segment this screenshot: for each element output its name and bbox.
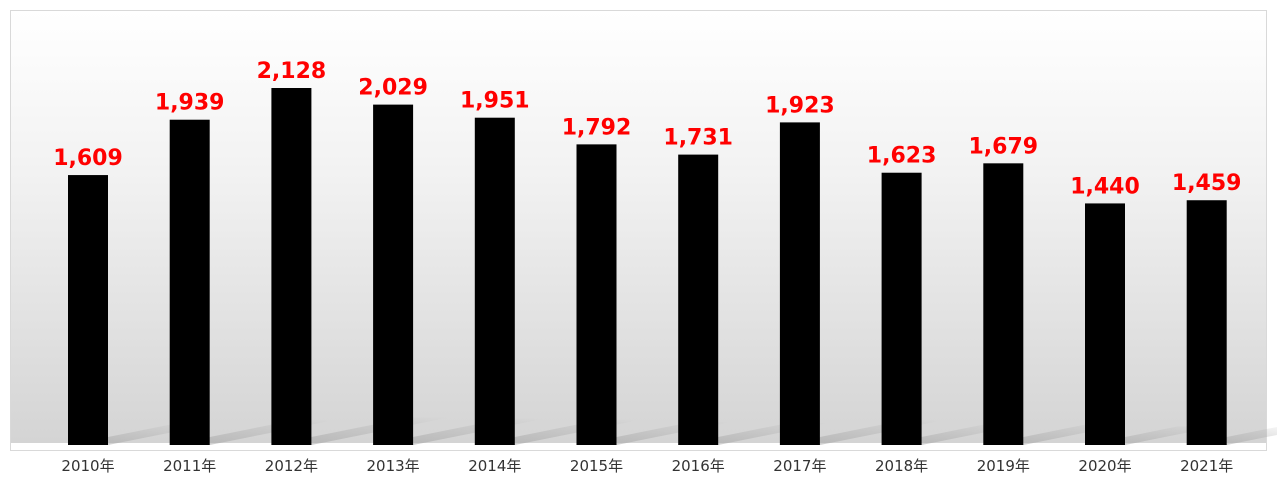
bars-group — [68, 88, 1227, 446]
data-label: 1,623 — [867, 144, 937, 169]
x-tick-label: 2015年 — [570, 457, 623, 475]
bar-2010年 — [68, 175, 108, 445]
data-label: 1,459 — [1172, 171, 1242, 196]
x-tick-label: 2017年 — [773, 457, 826, 475]
x-tick-label: 2016年 — [672, 457, 725, 475]
bar-shadow — [1186, 426, 1277, 445]
bar-2017年 — [779, 122, 820, 445]
x-tick-label: 2020年 — [1078, 457, 1131, 475]
data-labels-group: 1,609 1,939 2,128 2,029 1,951 1,792 1,731 1,923… — [53, 59, 1241, 199]
x-tick-label: 2010年 — [61, 457, 114, 475]
data-label: 1,951 — [460, 89, 530, 114]
data-label: 2,128 — [257, 59, 327, 84]
x-tick-label: 2019年 — [977, 457, 1030, 475]
x-tick-label: 2021年 — [1180, 457, 1233, 475]
data-label: 1,609 — [53, 146, 123, 171]
data-label: 1,731 — [663, 126, 733, 151]
data-label: 1,939 — [155, 91, 225, 116]
bar-2013年 — [373, 104, 414, 445]
data-label: 1,440 — [1070, 174, 1140, 199]
data-label: 2,029 — [358, 76, 428, 101]
data-label: 1,679 — [969, 134, 1039, 159]
data-label: 1,792 — [562, 115, 632, 140]
bar-2020年 — [1085, 203, 1125, 445]
x-tick-label: 2018年 — [875, 457, 928, 475]
plot-area-background — [11, 11, 1266, 443]
bar-2011年 — [169, 119, 210, 445]
bar-2021年 — [1186, 200, 1227, 445]
bar-2014年 — [474, 117, 515, 445]
x-tick-label: 2012年 — [265, 457, 318, 475]
x-tick-label: 2014年 — [468, 457, 521, 475]
x-axis-tick-labels: 2010年 2011年 2012年 2013年 2014年 2015年 2016年 2017年… — [61, 457, 1233, 475]
data-label: 1,923 — [765, 93, 835, 118]
x-tick-label: 2013年 — [367, 457, 420, 475]
bar-2016年 — [678, 154, 719, 445]
bar-2012年 — [271, 88, 312, 445]
x-tick-label: 2011年 — [163, 457, 216, 475]
bar-2019年 — [983, 163, 1024, 445]
bar-2015年 — [576, 144, 617, 446]
bar-2018年 — [881, 172, 922, 445]
